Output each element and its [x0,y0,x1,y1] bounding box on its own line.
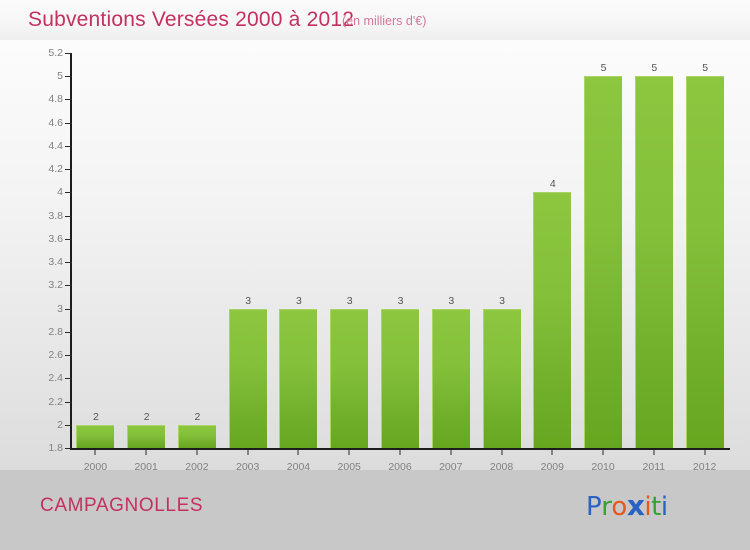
x-tick-mark [297,450,299,455]
y-tick-mark [65,262,72,264]
bar-value-label: 5 [651,62,658,75]
bar-value-label: 3 [346,294,353,307]
y-tick-label: 3 [57,302,63,315]
bar[interactable]: 3 [279,295,318,448]
x-tick-mark [602,450,604,455]
x-tick-mark [94,450,96,455]
y-tick-label: 4.4 [48,139,63,152]
bar-value-label: 3 [397,294,404,307]
y-tick-mark [65,99,72,101]
y-tick-mark [65,401,72,403]
proxiti-logo[interactable]: Proxiti [586,489,668,522]
bar[interactable]: 5 [634,62,673,448]
y-tick-mark [65,378,72,380]
y-tick-mark [65,192,72,194]
bar-value-label: 5 [600,62,607,75]
y-tick-label: 3.6 [48,232,63,245]
y-tick-label: 4.8 [48,93,63,106]
page-title: Subventions Versées 2000 à 2012 [28,8,355,31]
plot-area: 5.2 5 4.8 4.6 4.4 4.2 4 3.8 3.6 3.4 3.2 3 2.8 2.6 2.4 2… [48,47,730,473]
bar-value-label: 2 [92,410,99,423]
logo-letter-x: x [626,489,645,522]
chart-header: Subventions Versées 2000 à 2012 (en mill… [0,0,750,40]
bar[interactable]: 4 [533,178,572,448]
bar[interactable]: 2 [76,411,115,448]
y-tick-mark [65,215,72,217]
bar[interactable]: 3 [228,295,267,448]
bar[interactable]: 2 [177,411,216,448]
bar-value-label: 5 [702,62,709,75]
x-tick-mark [653,450,655,455]
y-tick-mark [65,355,72,357]
bar-value-label: 3 [296,294,302,307]
y-tick-label: 4.6 [48,116,63,129]
chart-footer: CAMPAGNOLLES Proxiti [0,470,750,550]
y-tick-mark [65,424,72,426]
x-tick-mark [247,450,249,455]
logo-letter-o: o [611,492,627,522]
y-tick-label: 2.2 [48,395,63,408]
y-axis [70,53,72,448]
logo-letter-p: P [586,492,602,522]
bar[interactable]: 3 [381,295,419,448]
bar[interactable]: 3 [330,295,369,448]
bar[interactable]: 5 [584,62,623,448]
y-tick-mark [65,76,72,78]
logo-letter-r: r [601,492,612,522]
x-tick-mark [399,450,401,455]
y-tick-label: 3.2 [48,279,63,292]
y-tick-label: 3.8 [48,209,63,222]
x-tick-mark [196,450,198,455]
y-tick-mark [65,238,72,240]
x-tick-mark [551,450,553,455]
y-tick-label: 2.4 [48,372,63,385]
y-tick-mark [65,122,72,124]
bar-value-label: 3 [448,294,455,307]
x-axis [70,448,730,450]
x-tick-mark [450,450,452,455]
y-tick-mark [65,331,72,333]
bar-value-label: 4 [549,178,556,191]
y-tick-label: 5 [57,70,63,83]
commune-name: CAMPAGNOLLES [40,495,204,516]
y-tick-label: 4 [57,186,63,199]
chart-subtitle: (en milliers d'€) [342,14,427,28]
y-tick-mark [65,53,72,54]
y-tick-mark [65,145,72,147]
x-tick-mark [348,450,350,455]
y-tick-mark [65,285,72,287]
y-tick-label: 4.2 [48,163,63,176]
y-tick-label: 1.8 [48,442,63,454]
bar-value-label: 3 [245,294,252,307]
x-tick-mark [145,450,147,455]
plot-frame: 5.2 5 4.8 4.6 4.4 4.2 4 3.8 3.6 3.4 3.2 3 2.8 2.6 2.4 2… [0,40,750,473]
y-tick-mark [65,448,72,449]
y-tick-mark [65,308,72,310]
bar-value-label: 3 [499,294,505,307]
y-tick-label: 3.4 [48,256,63,269]
bar-value-label: 2 [143,410,150,423]
x-tick-mark [704,450,706,455]
y-tick-label: 2.6 [48,349,63,362]
bar[interactable]: 3 [431,295,470,448]
y-tick-label: 2.8 [48,325,63,338]
bar[interactable]: 5 [685,62,724,448]
bar[interactable]: 3 [482,295,521,448]
bar[interactable]: 2 [127,411,166,448]
bar-value-label: 2 [194,410,201,423]
logo-letter-i1: i [644,492,652,522]
logo-letter-i2: i [660,492,668,522]
y-tick-mark [65,169,72,171]
logo-letter-t: t [651,492,661,522]
x-tick-mark [501,450,503,455]
y-tick-label: 2 [57,418,63,431]
y-tick-label: 5.2 [48,47,63,59]
